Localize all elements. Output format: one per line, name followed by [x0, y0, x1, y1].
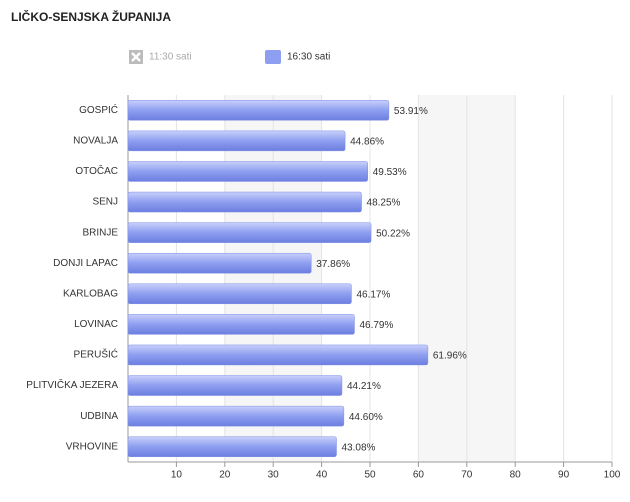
value-label: 44.21%	[347, 381, 381, 392]
y-tick-label: BRINJE	[82, 227, 118, 238]
y-tick-label: LOVINAC	[74, 319, 118, 330]
legend-item[interactable]: 16:30 sati	[265, 50, 330, 64]
y-tick-label: PLITVIČKA JEZERA	[26, 378, 118, 391]
y-tick-label: UDBINA	[80, 411, 118, 422]
x-tick-label: 80	[510, 470, 522, 481]
y-tick-label: SENJ	[92, 197, 118, 208]
value-label: 37.86%	[316, 259, 350, 270]
y-tick-label: OTOČAC	[75, 164, 118, 177]
x-tick-label: 60	[413, 470, 425, 481]
value-label: 49.53%	[373, 167, 407, 178]
y-tick-label: KARLOBAG	[63, 288, 118, 299]
bar	[127, 314, 355, 335]
bar	[127, 344, 429, 366]
value-label: 46.79%	[359, 320, 393, 331]
x-tick-label: 100	[604, 470, 621, 481]
y-tick-label: GOSPIĆ	[79, 103, 118, 116]
legend-x	[131, 52, 141, 62]
y-tick-label: DONJI LAPAC	[53, 258, 118, 269]
bar	[127, 222, 372, 243]
value-label: 46.17%	[356, 289, 390, 300]
bar	[127, 252, 312, 274]
value-label: 44.86%	[350, 137, 384, 148]
y-tick-label: VRHOVINE	[66, 441, 119, 452]
x-tick-label: 70	[461, 470, 473, 481]
bar	[127, 191, 362, 213]
x-tick-label: 90	[558, 470, 570, 481]
bar	[127, 375, 343, 396]
bar	[127, 130, 346, 152]
x-tick-label: 50	[364, 470, 376, 481]
x-tick-label: 30	[268, 470, 280, 481]
legend-label: 11:30 sati	[149, 52, 192, 63]
y-tick-label: PERUŠIĆ	[74, 348, 118, 361]
value-label: 50.22%	[376, 228, 410, 239]
value-label: 43.08%	[342, 442, 376, 453]
bar	[127, 161, 368, 182]
legend-label: 16:30 sati	[287, 52, 330, 63]
legend-hidden[interactable]: 11:30 sati	[129, 50, 192, 64]
x-tick-label: 20	[219, 470, 231, 481]
value-label: 61.96%	[433, 351, 467, 362]
bar	[127, 405, 345, 427]
bar	[127, 283, 352, 305]
x-tick-label: 10	[171, 470, 183, 481]
bar	[127, 100, 390, 121]
bar	[127, 436, 337, 457]
value-label: 53.91%	[394, 106, 428, 117]
legend-swatch	[265, 50, 281, 64]
x-tick-label: 40	[316, 470, 328, 481]
value-label: 48.25%	[367, 198, 401, 209]
value-label: 44.60%	[349, 412, 383, 423]
chart-title: LIČKO-SENJSKA ŽUPANIJA	[11, 9, 171, 24]
y-tick-label: NOVALJA	[73, 136, 118, 147]
